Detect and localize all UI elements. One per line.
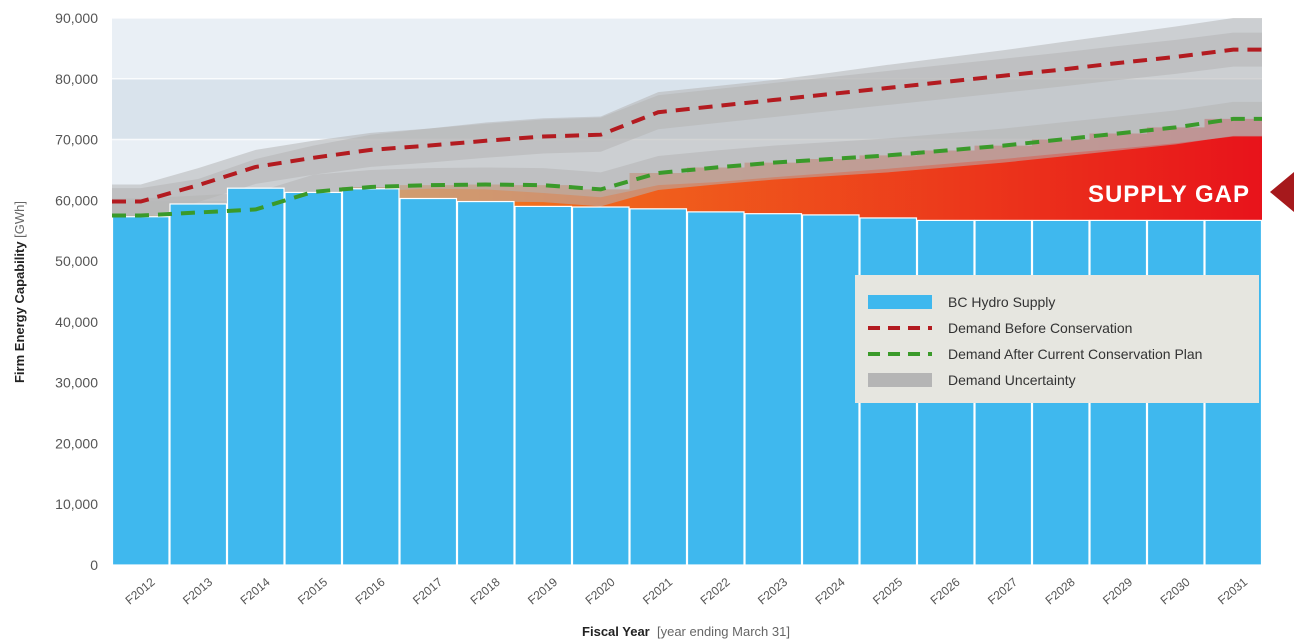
- y-tick-label: 40,000: [55, 314, 98, 330]
- x-tick-label: F2020: [583, 575, 618, 608]
- y-tick-label: 70,000: [55, 132, 98, 148]
- x-tick-label: F2016: [353, 575, 388, 608]
- bar-F2014: [226, 187, 285, 566]
- x-tick-label: F2023: [755, 575, 790, 608]
- legend-label-after: Demand After Current Conservation Plan: [948, 346, 1202, 362]
- y-tick-label: 50,000: [55, 253, 98, 269]
- legend-label-uncertainty: Demand Uncertainty: [948, 372, 1076, 388]
- y-tick-label: 10,000: [55, 496, 98, 512]
- bar-F2016: [341, 188, 400, 566]
- supply-gap-label: SUPPLY GAP: [1088, 181, 1250, 208]
- y-tick-label: 0: [90, 557, 98, 573]
- x-tick-label: F2028: [1043, 575, 1078, 608]
- x-tick-label: F2012: [123, 575, 158, 608]
- line-demand-after: [112, 116, 1262, 218]
- x-axis-label: Fiscal Year [year ending March 31]: [582, 624, 790, 639]
- x-tick-label: F2025: [870, 575, 905, 608]
- legend-label-supply: BC Hydro Supply: [948, 294, 1055, 310]
- x-tick-label: F2026: [928, 575, 963, 608]
- x-axis-label-note: [year ending March 31]: [650, 624, 790, 639]
- x-tick-label: F2031: [1215, 575, 1250, 608]
- y-tick-label: 80,000: [55, 71, 98, 87]
- y-axis-ticks: 0 10,000 20,000 30,000 40,000 50,000 60,000 70,…: [55, 10, 98, 573]
- x-tick-label: F2019: [525, 575, 560, 608]
- x-tick-label: F2014: [238, 575, 273, 608]
- legend-swatch-supply: [868, 295, 932, 309]
- y-tick-label: 60,000: [55, 192, 98, 208]
- y-axis-label-bold: Firm Energy Capability: [12, 241, 27, 383]
- supply-gap-arrow: [1270, 172, 1294, 212]
- x-tick-label: F2022: [698, 575, 733, 608]
- y-axis-label: Firm Energy Capability [GWh]: [12, 201, 27, 383]
- legend-swatch-uncertainty: [868, 373, 932, 387]
- x-tick-label: F2027: [985, 575, 1020, 608]
- bar-F2022: [686, 211, 745, 566]
- y-tick-label: 30,000: [55, 375, 98, 391]
- bar-F2017: [399, 197, 458, 566]
- y-axis-label-unit: [GWh]: [12, 201, 27, 241]
- legend-label-before: Demand Before Conservation: [948, 320, 1132, 336]
- x-tick-label: F2030: [1158, 575, 1193, 608]
- bar-F2015: [284, 191, 343, 566]
- y-tick-label: 90,000: [55, 10, 98, 26]
- x-axis-ticks: F2012 F2013 F2014 F2015 F2016 F2017 F2018 F2019…: [123, 575, 1251, 608]
- x-tick-label: F2018: [468, 575, 503, 608]
- bar-F2023: [744, 213, 803, 566]
- x-tick-label: F2029: [1100, 575, 1135, 608]
- bar-F2021: [629, 208, 688, 566]
- y-tick-label: 20,000: [55, 435, 98, 451]
- bar-F2018: [456, 200, 515, 566]
- demand-lines: [112, 47, 1262, 218]
- bar-F2020: [571, 206, 630, 566]
- bar-F2019: [514, 205, 573, 566]
- x-axis-label-bold: Fiscal Year: [582, 624, 650, 639]
- x-tick-label: F2024: [813, 575, 848, 608]
- x-tick-label: F2015: [295, 575, 330, 608]
- line-demand-before: [112, 47, 1262, 204]
- x-tick-label: F2017: [410, 575, 445, 608]
- bar-F2012: [111, 216, 170, 566]
- bar-F2013: [169, 203, 228, 566]
- bar-F2024: [801, 214, 860, 566]
- legend: BC Hydro Supply Demand Before Conservati…: [855, 275, 1259, 403]
- x-tick-label: F2013: [180, 575, 215, 608]
- x-tick-label: F2021: [640, 575, 675, 608]
